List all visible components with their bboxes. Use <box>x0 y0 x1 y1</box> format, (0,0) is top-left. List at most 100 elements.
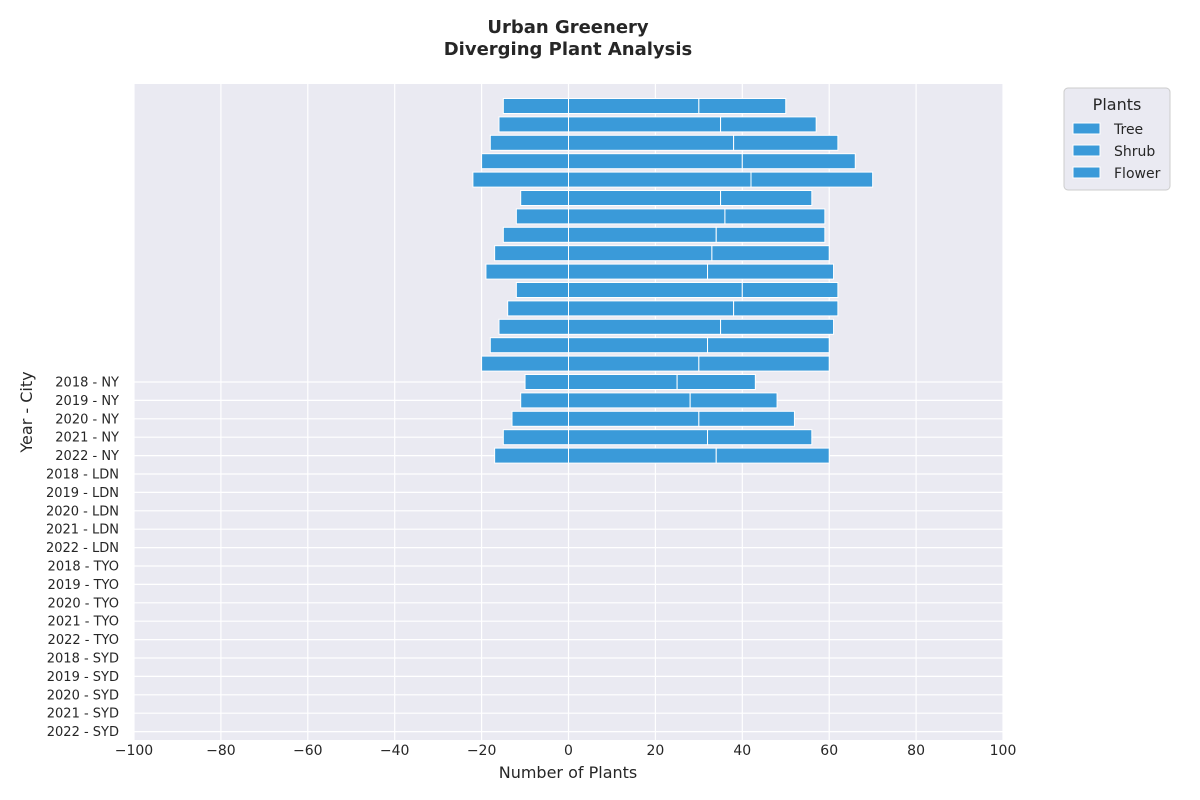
bar-tree <box>520 392 570 409</box>
bar-flower <box>720 190 813 206</box>
x-tick-label: 100 <box>990 743 1017 759</box>
bar-flower <box>720 116 817 133</box>
bar-flower <box>724 208 826 225</box>
y-tick-label: 2019 - LDN <box>46 486 119 501</box>
bar-shrub <box>568 337 709 354</box>
bar-tree <box>515 282 569 298</box>
bar-flower <box>707 263 835 280</box>
bar-shrub <box>568 245 713 262</box>
bar-flower <box>698 410 795 427</box>
bar-tree <box>507 300 570 317</box>
y-tick-label: 2021 - TYO <box>48 615 119 630</box>
bar-flower <box>698 355 830 372</box>
y-tick-label: 2020 - LDN <box>46 504 119 519</box>
bar-tree <box>494 447 570 464</box>
bar-flower <box>711 245 830 262</box>
bar-tree <box>498 318 570 335</box>
bar-shrub <box>568 226 717 243</box>
y-tick-label: 2019 - NY <box>55 394 119 409</box>
y-tick-label: 2019 - TYO <box>48 578 119 593</box>
y-tick-label: 2022 - SYD <box>47 725 119 740</box>
bar-tree <box>502 226 570 243</box>
bar-tree <box>502 429 570 446</box>
bar-flower <box>720 318 835 335</box>
bar-shrub <box>568 190 722 206</box>
y-tick-label: 2022 - TYO <box>48 633 119 648</box>
bar-flower <box>733 134 839 151</box>
bar-tree <box>481 153 570 170</box>
chart-title-line1: Urban Greenery <box>487 17 649 38</box>
bar-tree <box>498 116 570 133</box>
bar-flower <box>698 98 787 114</box>
bar-tree <box>485 263 570 280</box>
bar-shrub <box>568 153 743 170</box>
x-tick-label: 40 <box>733 743 751 759</box>
bar-tree <box>481 355 570 372</box>
bar-shrub <box>568 134 735 151</box>
bar-shrub <box>568 410 700 427</box>
y-tick-label: 2018 - TYO <box>48 560 119 575</box>
bar-tree <box>494 245 570 262</box>
bar-flower <box>707 337 830 354</box>
legend-title: Plants <box>1093 95 1142 114</box>
bar-tree <box>472 171 569 188</box>
bar-flower <box>741 282 839 298</box>
y-tick-label: 2020 - NY <box>55 412 119 427</box>
x-axis-label: Number of Plants <box>499 763 638 782</box>
legend: Plants Tree Shrub Flower <box>1063 87 1171 191</box>
legend-label-shrub: Shrub <box>1114 144 1155 160</box>
bar-flower <box>750 171 874 188</box>
bar-shrub <box>568 98 700 114</box>
x-tick-label: −80 <box>206 743 236 759</box>
y-tick-label: 2019 - SYD <box>47 670 119 685</box>
y-tick-label: 2020 - SYD <box>47 688 119 703</box>
y-tick-label: 2020 - TYO <box>48 596 119 611</box>
legend-label-flower: Flower <box>1114 166 1161 182</box>
bar-shrub <box>568 374 678 390</box>
bar-tree <box>520 190 570 206</box>
bar-shrub <box>568 282 743 298</box>
bar-shrub <box>568 447 717 464</box>
bar-flower <box>715 447 830 464</box>
legend-swatch-tree <box>1072 122 1101 135</box>
y-tick-label: 2021 - LDN <box>46 523 119 538</box>
bar-flower <box>733 300 839 317</box>
legend-label-tree: Tree <box>1113 122 1143 138</box>
chart-title-line2: Diverging Plant Analysis <box>444 39 693 60</box>
x-tick-label: 80 <box>907 743 925 759</box>
bar-tree <box>489 134 570 151</box>
bar-flower <box>741 153 856 170</box>
bar-flower <box>707 429 813 446</box>
bar-shrub <box>568 392 691 409</box>
y-tick-label: 2022 - NY <box>55 449 119 464</box>
x-tick-label: −20 <box>467 743 497 759</box>
legend-box <box>1063 87 1171 191</box>
y-tick-label: 2021 - NY <box>55 431 119 446</box>
bar-shrub <box>568 300 735 317</box>
y-tick-label: 2021 - SYD <box>47 707 119 722</box>
bar-shrub <box>568 263 709 280</box>
legend-swatch-flower <box>1072 166 1101 179</box>
x-tick-label: −60 <box>293 743 323 759</box>
bar-shrub <box>568 355 700 372</box>
y-tick-label: 2018 - SYD <box>47 652 119 667</box>
bar-tree <box>524 374 569 390</box>
legend-items: Tree Shrub Flower <box>1072 122 1161 182</box>
y-ticks: 2018 - NY 2019 - NY 2020 - NY 2021 - NY 2022… <box>46 376 119 741</box>
bar-flower <box>715 226 826 243</box>
bar-shrub <box>568 318 722 335</box>
x-tick-label: −40 <box>380 743 410 759</box>
x-tick-label: 60 <box>820 743 838 759</box>
x-tick-label: 0 <box>564 743 573 759</box>
bar-flower <box>676 374 756 390</box>
bars <box>472 98 874 464</box>
bar-shrub <box>568 171 752 188</box>
y-tick-label: 2018 - NY <box>55 376 119 391</box>
legend-swatch-shrub <box>1072 144 1101 157</box>
bar-tree <box>515 208 569 225</box>
x-tick-label: 20 <box>646 743 664 759</box>
bar-tree <box>511 410 570 427</box>
bar-tree <box>502 98 570 114</box>
bar-shrub <box>568 429 709 446</box>
